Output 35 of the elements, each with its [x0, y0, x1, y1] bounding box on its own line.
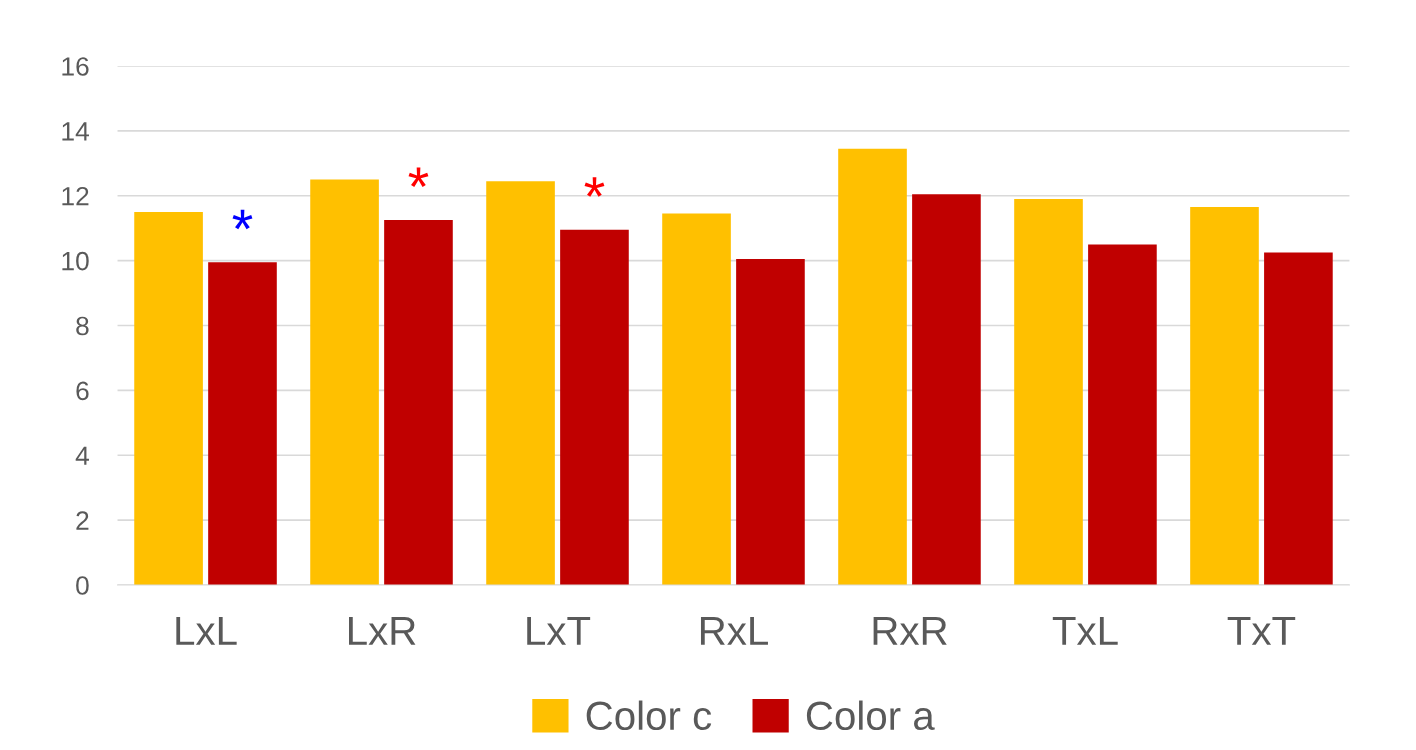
- bar: [838, 148, 907, 585]
- legend-label: Color a: [806, 700, 935, 731]
- bar: [1264, 252, 1333, 585]
- bar: [384, 220, 453, 585]
- bar: [1088, 244, 1157, 585]
- legend-label: Color c: [586, 700, 712, 731]
- y-tick-label: 4: [75, 446, 89, 465]
- x-tick-label: LxR: [349, 617, 416, 645]
- annotation: *: [232, 209, 253, 230]
- bar: [560, 229, 629, 585]
- x-tick-label: RxR: [873, 617, 947, 645]
- y-tick-label: 6: [76, 381, 89, 401]
- x-tick-label: TxL: [1052, 617, 1118, 645]
- bar: [1014, 198, 1083, 585]
- y-tick-label: 12: [62, 186, 89, 206]
- bar: [310, 179, 379, 585]
- y-tick-label: 16: [62, 57, 89, 76]
- x-tick-label: TxT: [1227, 617, 1296, 645]
- bar: [1190, 207, 1259, 585]
- y-tick-label: 2: [76, 511, 89, 530]
- bar: [486, 181, 555, 585]
- x-tick-label: LxT: [527, 617, 591, 645]
- bar: [662, 213, 731, 585]
- bar: [912, 194, 981, 585]
- bar: [134, 211, 203, 585]
- y-tick-label: 10: [62, 251, 89, 271]
- y-tick-label: 14: [62, 122, 89, 141]
- y-tick-label: 0: [76, 576, 89, 595]
- x-tick-label: LxL: [176, 617, 237, 645]
- bar: [736, 259, 805, 585]
- annotation: *: [408, 167, 429, 188]
- bar: [208, 262, 277, 585]
- x-tick-label: RxL: [700, 617, 768, 645]
- y-tick-label: 8: [76, 316, 89, 336]
- annotation: *: [584, 177, 605, 197]
